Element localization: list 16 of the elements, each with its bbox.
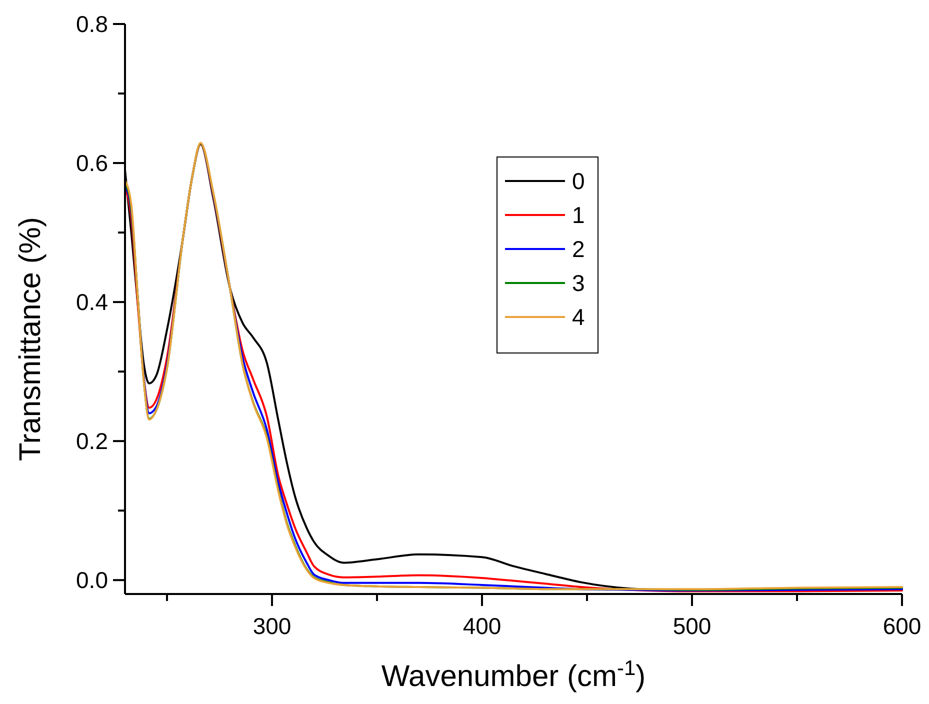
- x-tick-label: 400: [462, 613, 502, 639]
- legend-label: 3: [572, 270, 585, 296]
- y-tick-label: 0.6: [76, 150, 108, 176]
- y-axis-title: Transmittance (%): [14, 217, 47, 461]
- legend-label: 4: [572, 304, 585, 330]
- legend-label: 1: [572, 202, 585, 228]
- legend-label: 2: [572, 236, 585, 262]
- x-tick-label: 500: [672, 613, 712, 639]
- y-tick-label: 0.4: [76, 289, 108, 316]
- x-tick-label: 300: [252, 613, 292, 639]
- y-tick-label: 0.8: [76, 11, 108, 38]
- x-axis-title: Wavenumber (cm$^{-1}$): [381, 656, 646, 693]
- y-tick-label: 0.2: [76, 428, 108, 454]
- legend-label: 0: [572, 168, 585, 194]
- y-tick-label: 0.0: [76, 567, 108, 594]
- x-tick-label: 600: [882, 613, 922, 639]
